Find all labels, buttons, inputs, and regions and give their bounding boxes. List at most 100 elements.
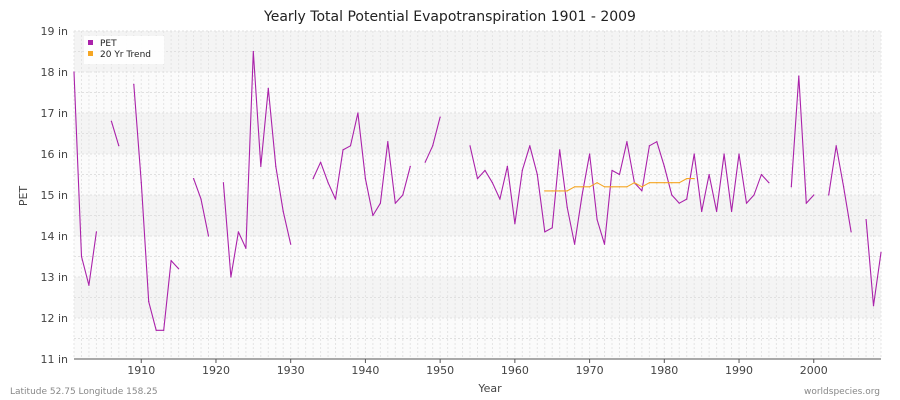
pet-data-point [641, 190, 643, 192]
pet-data-point [716, 210, 718, 212]
pet-data-point [581, 194, 583, 196]
pet-line-segment [828, 145, 852, 232]
pet-data-point [379, 202, 381, 204]
pet-data-point [402, 194, 404, 196]
pet-data-point [768, 182, 770, 184]
pet-data-point [850, 231, 852, 233]
pet-data-point [566, 206, 568, 208]
legend-label-trend: 20 Yr Trend [100, 50, 151, 60]
pet-line-segment [110, 121, 120, 146]
pet-data-point [394, 202, 396, 204]
pet-data-point [618, 173, 621, 176]
trend-data-point [671, 182, 673, 184]
pet-data-point [551, 227, 553, 229]
x-tick-label: 1960 [501, 364, 529, 377]
pet-data-point [200, 198, 202, 200]
pet-line-segment [312, 112, 411, 217]
pet-data-point [222, 182, 225, 184]
grid-lines [73, 30, 882, 360]
pet-data-point [275, 165, 277, 167]
pet-data-point [163, 329, 165, 331]
trend-data-point [686, 178, 688, 180]
pet-data-point [432, 145, 434, 147]
trend-data-point [618, 186, 621, 188]
pet-data-point [678, 202, 680, 204]
pet-line-segment [73, 71, 97, 286]
pet-data-point [118, 145, 120, 147]
pet-data-point [73, 71, 75, 73]
y-tick-label: 11 in [40, 353, 68, 366]
pet-data-point [611, 169, 613, 171]
pet-data-point [574, 243, 576, 245]
pet-data-point [723, 153, 725, 155]
pet-data-point [364, 178, 367, 180]
pet-data-point [230, 276, 232, 278]
trend-data-point [603, 186, 606, 188]
pet-data-point [730, 210, 733, 212]
footer-source: worldspecies.org [804, 387, 880, 397]
pet-data-point [626, 141, 628, 143]
x-tick-label: 1920 [202, 364, 230, 377]
pet-data-point [439, 116, 441, 118]
pet-data-point [880, 251, 882, 253]
y-tick-label: 12 in [40, 312, 68, 325]
pet-data-point [260, 165, 262, 167]
x-tick-label: 1940 [351, 364, 379, 377]
pet-data-point [95, 231, 98, 233]
legend-swatch-trend [88, 51, 93, 56]
pet-data-point [357, 112, 359, 114]
pet-data-point [514, 223, 516, 225]
pet-data-point [327, 182, 329, 184]
y-tick-label: 19 in [40, 25, 68, 38]
pet-data-point [805, 202, 807, 204]
pet-data-point [282, 210, 284, 212]
pet-data-point [469, 145, 471, 147]
pet-data-point [843, 186, 845, 188]
pet-data-point [671, 194, 673, 196]
x-tick-label: 1910 [127, 364, 155, 377]
pet-data-point [753, 194, 755, 196]
x-tick-label: 1950 [426, 364, 454, 377]
pet-data-point [745, 202, 748, 204]
pet-data-point [312, 178, 314, 180]
y-tick-label: 15 in [40, 189, 68, 202]
pet-data-point [319, 161, 322, 163]
y-tick-label: 17 in [40, 107, 68, 120]
pet-data-point [828, 194, 830, 196]
pet-data-point [559, 149, 561, 151]
legend-box [84, 36, 164, 64]
pet-data-point [155, 329, 157, 331]
pet-data-point [790, 186, 792, 188]
y-tick-label: 13 in [40, 271, 68, 284]
pet-data-point [708, 173, 710, 176]
pet-data-point [178, 268, 180, 270]
x-tick-label: 1970 [576, 364, 604, 377]
x-tick-label: 1930 [277, 364, 305, 377]
pet-data-point [334, 198, 337, 200]
pet-data-point [349, 145, 352, 147]
pet-data-point [544, 231, 546, 233]
pet-data-point [342, 149, 344, 151]
pet-data-point [484, 169, 486, 171]
legend-swatch-pet [88, 40, 93, 45]
trend-data-point [648, 182, 650, 184]
pet-data-point [110, 120, 112, 122]
pet-data-point [529, 145, 531, 147]
pet-data-point [80, 255, 83, 258]
y-tick-label: 16 in [40, 148, 68, 161]
pet-data-point [656, 141, 658, 143]
y-axis-label: PET [17, 186, 30, 207]
pet-data-point [588, 153, 591, 155]
series-layer [73, 50, 882, 331]
trend-data-point [551, 190, 553, 192]
pet-data-point [88, 284, 90, 286]
pet-data-point [835, 145, 837, 147]
legend-label-pet: PET [100, 39, 117, 49]
pet-data-point [387, 141, 389, 143]
x-axis-label: Year [477, 382, 502, 395]
y-tick-label: 14 in [40, 230, 68, 243]
legend: PET 20 Yr Trend [84, 36, 164, 64]
pet-data-point [372, 214, 374, 217]
pet-data-point [536, 173, 538, 176]
